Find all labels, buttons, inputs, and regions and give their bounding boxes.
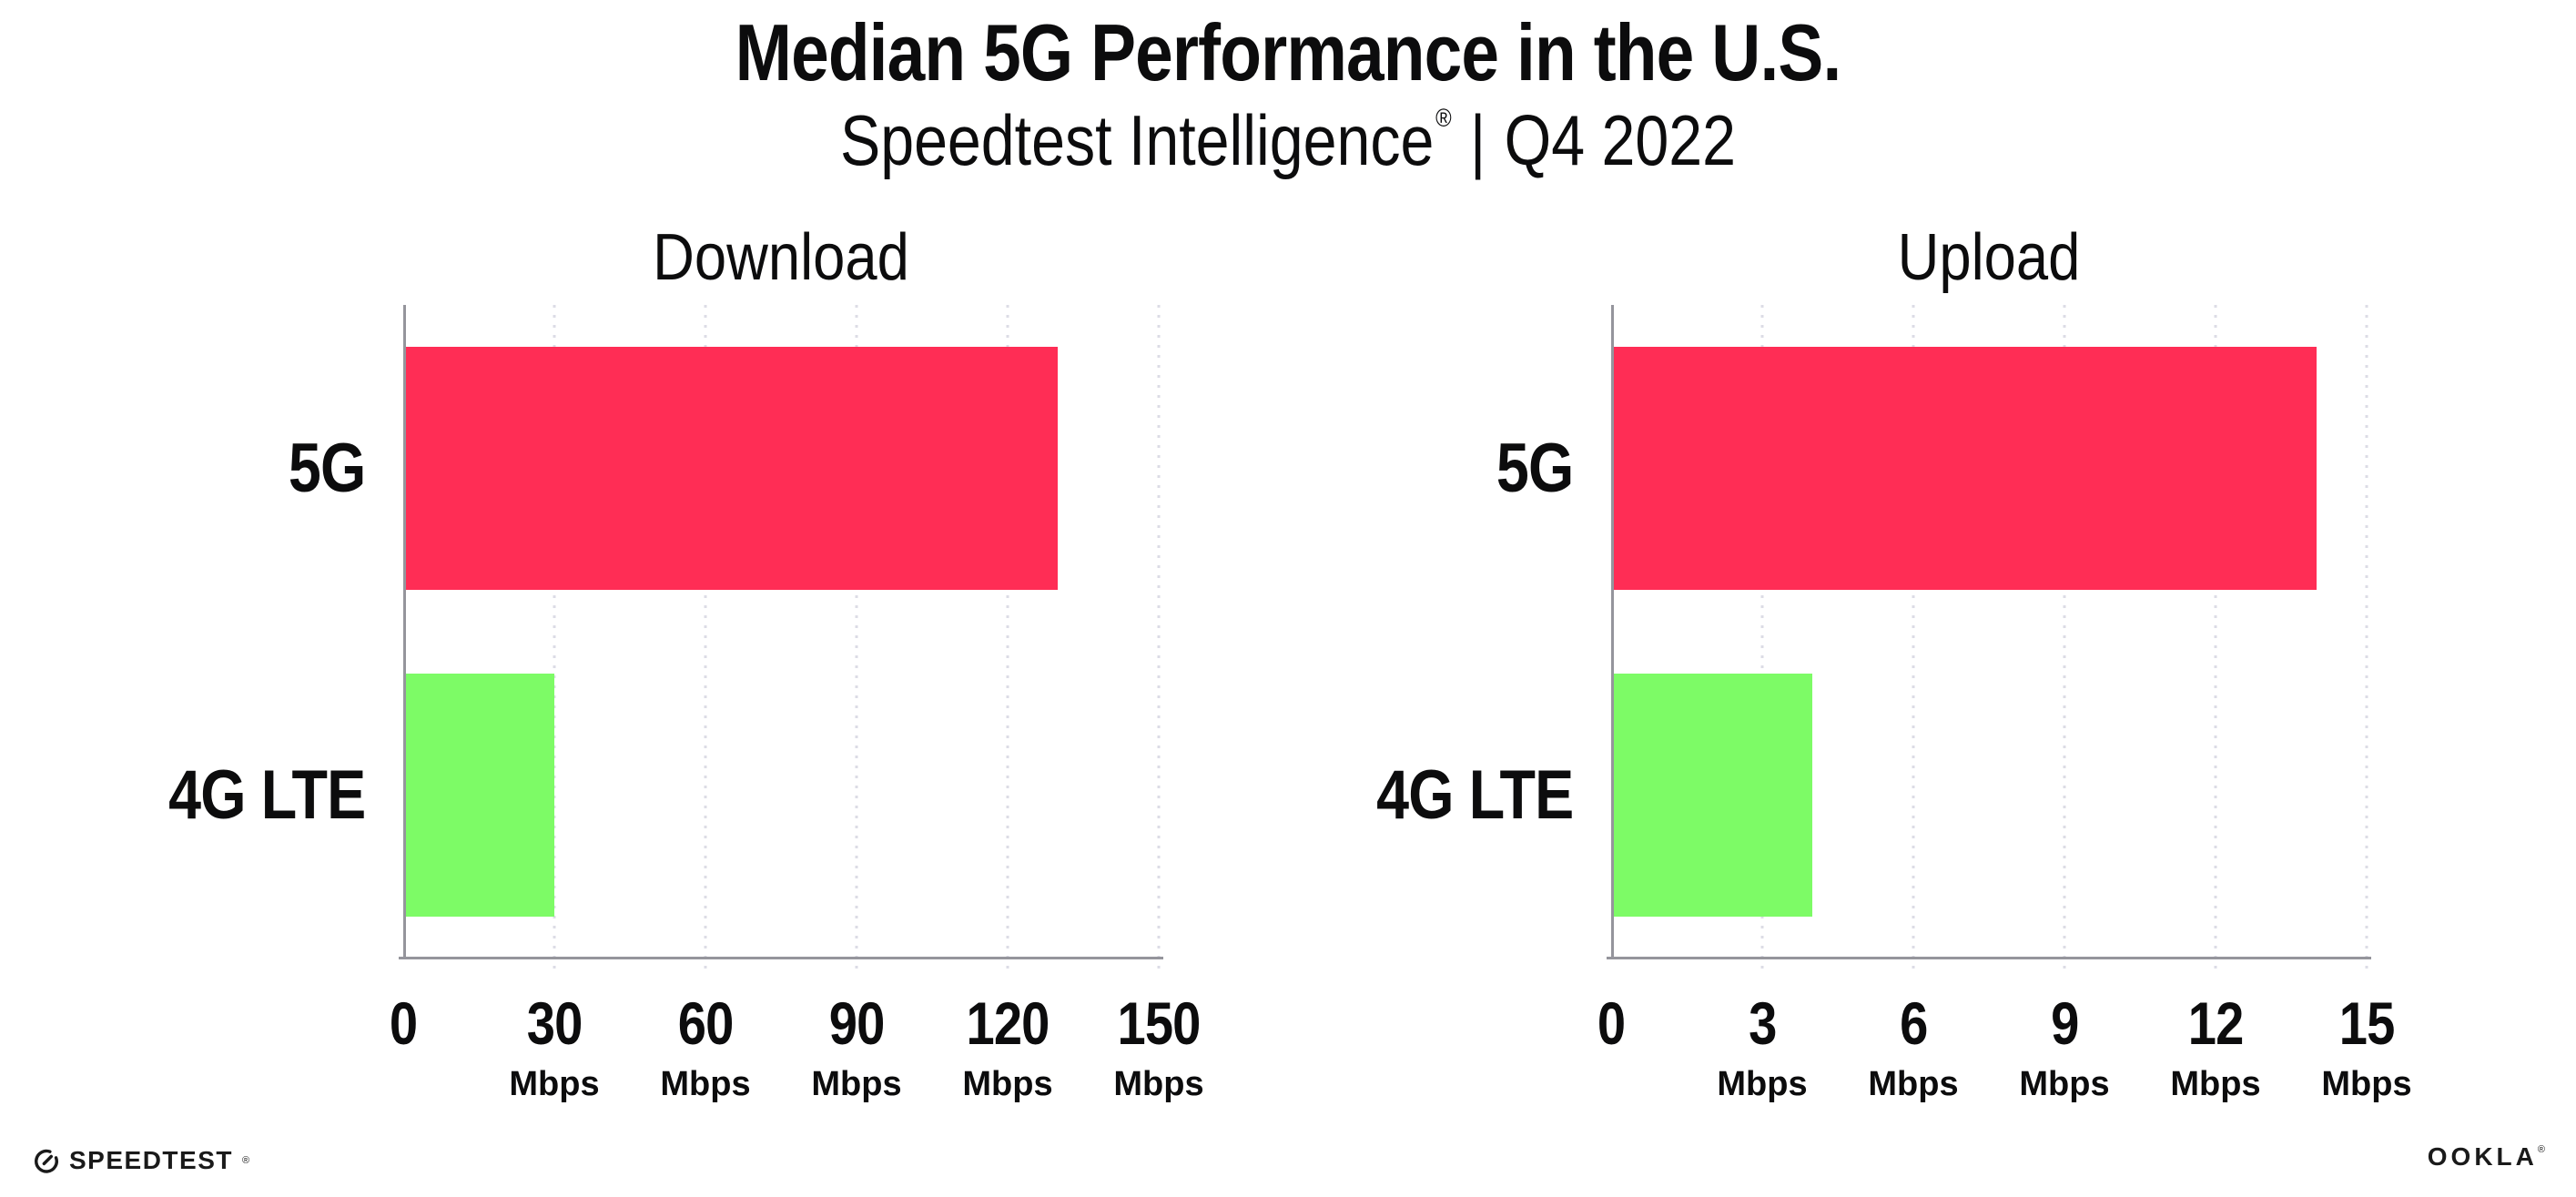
download-chart-body: 5G 4G LTE — [103, 305, 1163, 972]
bar-band-4g-lte — [403, 632, 1159, 959]
gauge-icon — [35, 1149, 58, 1173]
x-tick-label-150: 150 Mbps — [1110, 993, 1207, 1101]
y-axis-line — [1611, 305, 1614, 959]
speedtest-registered-mark: ® — [241, 1155, 250, 1166]
gridline-60 — [704, 305, 707, 972]
gridline-30 — [553, 305, 556, 972]
x-tick-label-3: 3 Mbps — [1717, 989, 1808, 1103]
x-tick-unit: Mbps — [2321, 1065, 2412, 1103]
x-tick-label-90: 90 Mbps — [811, 989, 902, 1103]
bar-band-5g — [1611, 305, 2367, 632]
x-tick-unit: Mbps — [2019, 1065, 2110, 1103]
gridline-120 — [1006, 305, 1009, 972]
figure-header: Median 5G Performance in the U.S. Speedt… — [0, 7, 2576, 178]
x-tick-label-0: 0 — [1597, 989, 1626, 1057]
x-tick-unit: Mbps — [660, 1065, 751, 1103]
download-plot-area — [399, 305, 1163, 972]
download-category-labels: 5G 4G LTE — [103, 305, 403, 959]
bar-band-5g — [403, 305, 1159, 632]
speedtest-logo: SPEEDTEST ® — [33, 1146, 249, 1175]
upload-bars — [1611, 305, 2367, 959]
speedtest-wordmark: SPEEDTEST — [69, 1146, 233, 1174]
subtitle-separator: | — [1470, 100, 1486, 181]
download-chart-panel: Download 5G 4G LTE 0 30 Mbps 60 Mbps 90 Mbps 120… — [103, 221, 1204, 1113]
gridline-12 — [2214, 305, 2217, 972]
x-axis-line — [399, 957, 1163, 959]
upload-plot-area — [1607, 305, 2371, 972]
bar-5g — [1611, 346, 2317, 591]
category-label-4g-lte: 4G LTE — [1375, 756, 1574, 834]
figure-subtitle: Speedtest Intelligence® | Q4 2022 — [193, 103, 2383, 178]
y-axis-line — [403, 305, 406, 959]
gridline-6 — [1912, 305, 1915, 972]
x-tick-label-30: 30 Mbps — [509, 989, 600, 1103]
subtitle-period: Q4 2022 — [1504, 100, 1737, 181]
x-tick-label-9: 9 Mbps — [2019, 989, 2110, 1103]
gridline-90 — [855, 305, 858, 972]
gridline-3 — [1760, 305, 1764, 972]
bar-5g — [403, 346, 1059, 591]
download-x-axis: 0 30 Mbps 60 Mbps 90 Mbps 120 Mbps 150 Mbps — [390, 959, 1204, 1113]
gridline-150 — [1157, 305, 1161, 972]
upload-chart-panel: Upload 5G 4G LTE 0 3 Mbps 6 Mbps 9 Mbps 12 Mbps 15… — [1311, 221, 2412, 1113]
upload-category-labels: 5G 4G LTE — [1311, 305, 1611, 959]
x-tick-label-120: 120 Mbps — [958, 993, 1056, 1101]
upload-chart-title: Upload — [1897, 221, 2081, 294]
category-label-5g: 5G — [288, 430, 366, 507]
upload-chart-body: 5G 4G LTE — [1311, 305, 2371, 972]
download-bars — [403, 305, 1159, 959]
registered-trademark-symbol: ® — [1435, 104, 1452, 133]
ookla-wordmark: OOKLA — [2427, 1142, 2538, 1171]
bar-band-4g-lte — [1611, 632, 2367, 959]
x-tick-unit: Mbps — [1717, 1065, 1808, 1103]
x-tick-label-60: 60 Mbps — [660, 989, 751, 1103]
x-tick-label-0: 0 — [389, 989, 418, 1057]
bar-4g-lte — [1611, 673, 1813, 918]
x-tick-label-6: 6 Mbps — [1868, 989, 1959, 1103]
x-axis-line — [1607, 957, 2371, 959]
x-tick-label-15: 15 Mbps — [2321, 989, 2412, 1103]
ookla-registered-mark: ® — [2537, 1144, 2545, 1155]
category-label-4g-lte: 4G LTE — [167, 756, 366, 834]
x-tick-unit: Mbps — [1113, 1065, 1204, 1103]
download-chart-title: Download — [653, 221, 909, 294]
x-tick-unit: Mbps — [962, 1065, 1053, 1103]
upload-x-axis: 0 3 Mbps 6 Mbps 9 Mbps 12 Mbps 15 Mbps — [1597, 959, 2412, 1113]
ookla-logo: OOKLA® — [2428, 1142, 2545, 1172]
x-tick-unit: Mbps — [811, 1065, 902, 1103]
x-tick-label-12: 12 Mbps — [2170, 989, 2261, 1103]
x-tick-unit: Mbps — [2170, 1065, 2261, 1103]
gridline-15 — [2365, 305, 2368, 972]
x-tick-unit: Mbps — [1868, 1065, 1959, 1103]
subtitle-brand: Speedtest Intelligence — [839, 100, 1435, 181]
figure-title: Median 5G Performance in the U.S. — [735, 7, 1842, 97]
category-label-5g: 5G — [1496, 430, 1574, 507]
gridline-9 — [2063, 305, 2066, 972]
bar-4g-lte — [403, 673, 554, 918]
x-tick-unit: Mbps — [509, 1065, 600, 1103]
